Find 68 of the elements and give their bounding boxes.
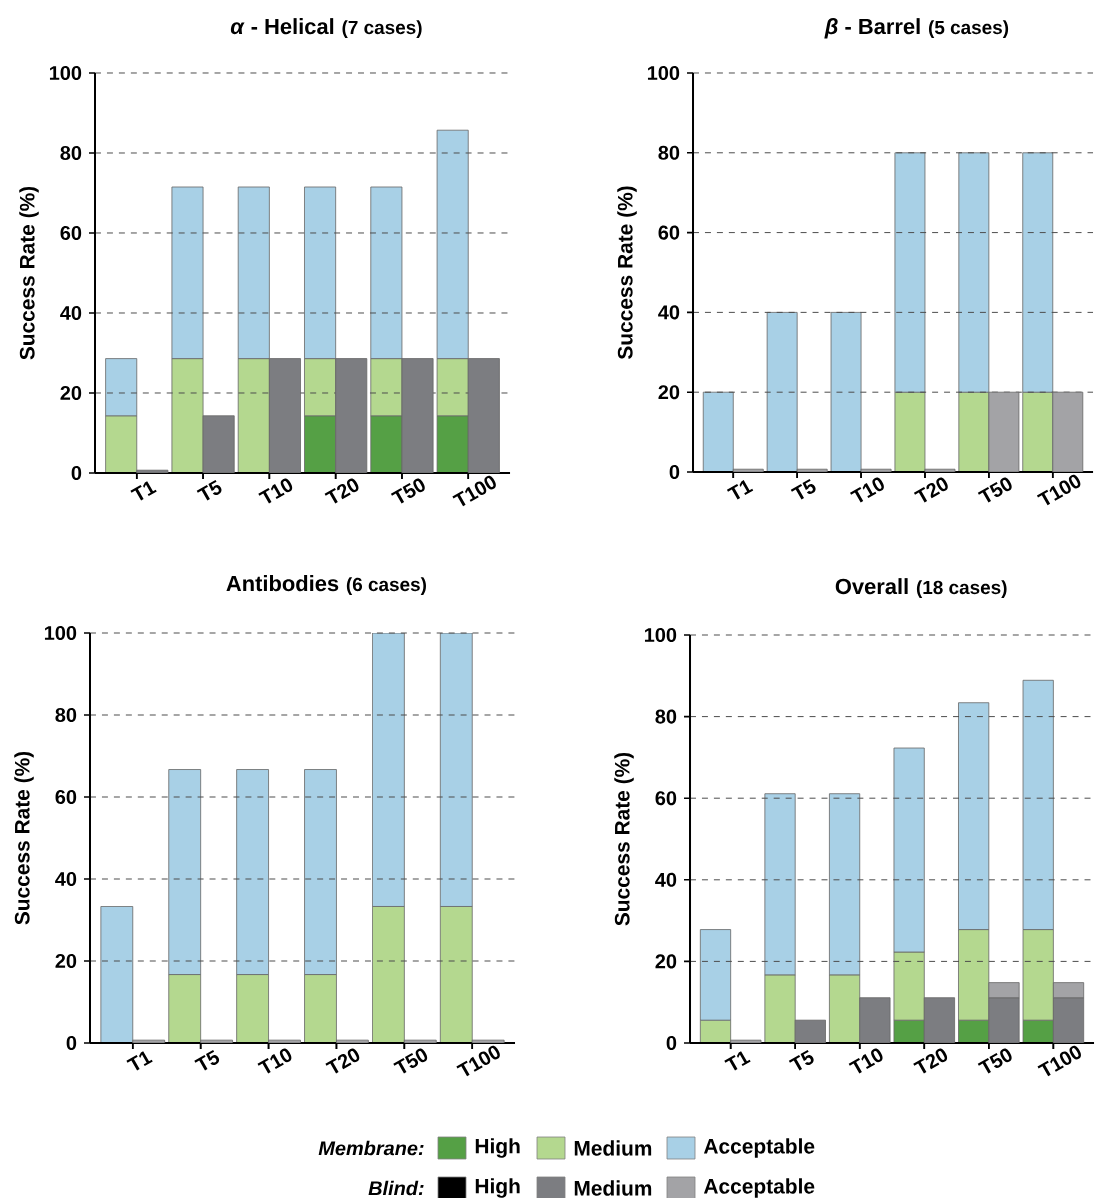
x-tick-label: T50	[977, 477, 1012, 503]
legend-label: Medium	[574, 1180, 652, 1196]
x-tick-label: T10	[848, 1048, 883, 1074]
x-tick-label: T50	[390, 478, 425, 504]
x-tick-label: T10	[850, 477, 884, 503]
x-tick-label: T20	[913, 1048, 948, 1074]
legend-title: Blind:	[368, 1180, 424, 1196]
y-tick-label: 60	[658, 225, 680, 240]
y-tick-label: 40	[658, 305, 680, 320]
chart-subtitle: (7 cases)	[342, 20, 422, 38]
y-tick-label: 20	[655, 954, 677, 969]
y-tick-label: 20	[60, 385, 82, 401]
x-tick-label: T20	[324, 478, 359, 504]
x-tick-label: T100	[1037, 1045, 1081, 1077]
x-tick-label: T100	[456, 1045, 500, 1077]
x-tick-label: T20	[325, 1048, 360, 1074]
x-tick-label: T5	[790, 478, 816, 500]
x-tick-label: T20	[913, 477, 948, 503]
x-tick-label: T50	[393, 1048, 428, 1074]
y-axis-title: Success Rate (%)	[617, 186, 637, 360]
chart-subtitle: (18 cases)	[916, 580, 1007, 598]
x-tick-label: T1	[726, 480, 754, 500]
x-tick-label: T100	[452, 475, 496, 507]
legend-label: Acceptable	[703, 1138, 815, 1158]
x-tick-label: T100	[1036, 474, 1081, 506]
y-tick-label: 0	[71, 465, 82, 481]
y-tick-label: 100	[644, 627, 677, 643]
chart-title: α - Helical	[230, 18, 334, 35]
x-tick-label: T1	[126, 1051, 153, 1071]
x-tick-label: T1	[724, 1051, 751, 1071]
chart-title: Antibodies	[226, 575, 339, 592]
legend-label: High	[475, 1178, 520, 1198]
legend-label: High	[475, 1138, 520, 1158]
y-tick-label: 80	[658, 145, 680, 160]
chart-title: β - Barrel	[824, 18, 920, 39]
y-tick-label: 40	[60, 305, 82, 321]
x-tick-label: T10	[257, 1048, 292, 1074]
y-tick-label: 80	[60, 145, 82, 161]
y-tick-label: 0	[66, 1035, 77, 1051]
x-tick-label: T1	[130, 481, 157, 501]
chart-subtitle: (5 cases)	[928, 20, 1009, 38]
y-tick-label: 80	[655, 709, 677, 724]
x-tick-label: T10	[258, 478, 293, 504]
legend-title: Membrane:	[318, 1140, 424, 1156]
y-tick-label: 0	[666, 1035, 677, 1051]
chart-subtitle: (6 cases)	[346, 577, 426, 595]
y-tick-label: 100	[647, 65, 680, 81]
y-axis-title: Success Rate (%)	[614, 752, 634, 926]
y-tick-label: 60	[60, 225, 82, 241]
legend-label: Acceptable	[703, 1178, 815, 1198]
legend-label: Medium	[574, 1140, 652, 1156]
y-tick-label: 40	[655, 872, 677, 887]
y-tick-label: 20	[55, 953, 77, 969]
y-tick-label: 100	[49, 65, 82, 81]
y-tick-label: 60	[655, 791, 677, 806]
y-tick-label: 20	[658, 385, 680, 400]
chart-title: Overall	[835, 578, 908, 595]
y-tick-label: 60	[55, 789, 77, 805]
x-tick-label: T50	[977, 1048, 1012, 1074]
x-tick-label: T5	[788, 1049, 814, 1071]
y-axis-title: Success Rate (%)	[19, 186, 39, 360]
x-tick-label: T5	[196, 479, 222, 501]
y-tick-label: 100	[44, 625, 77, 641]
x-tick-label: T5	[194, 1049, 220, 1071]
y-tick-label: 80	[55, 707, 77, 723]
y-axis-title: Success Rate (%)	[14, 751, 34, 925]
y-tick-label: 0	[669, 464, 680, 480]
y-tick-label: 40	[55, 871, 77, 887]
